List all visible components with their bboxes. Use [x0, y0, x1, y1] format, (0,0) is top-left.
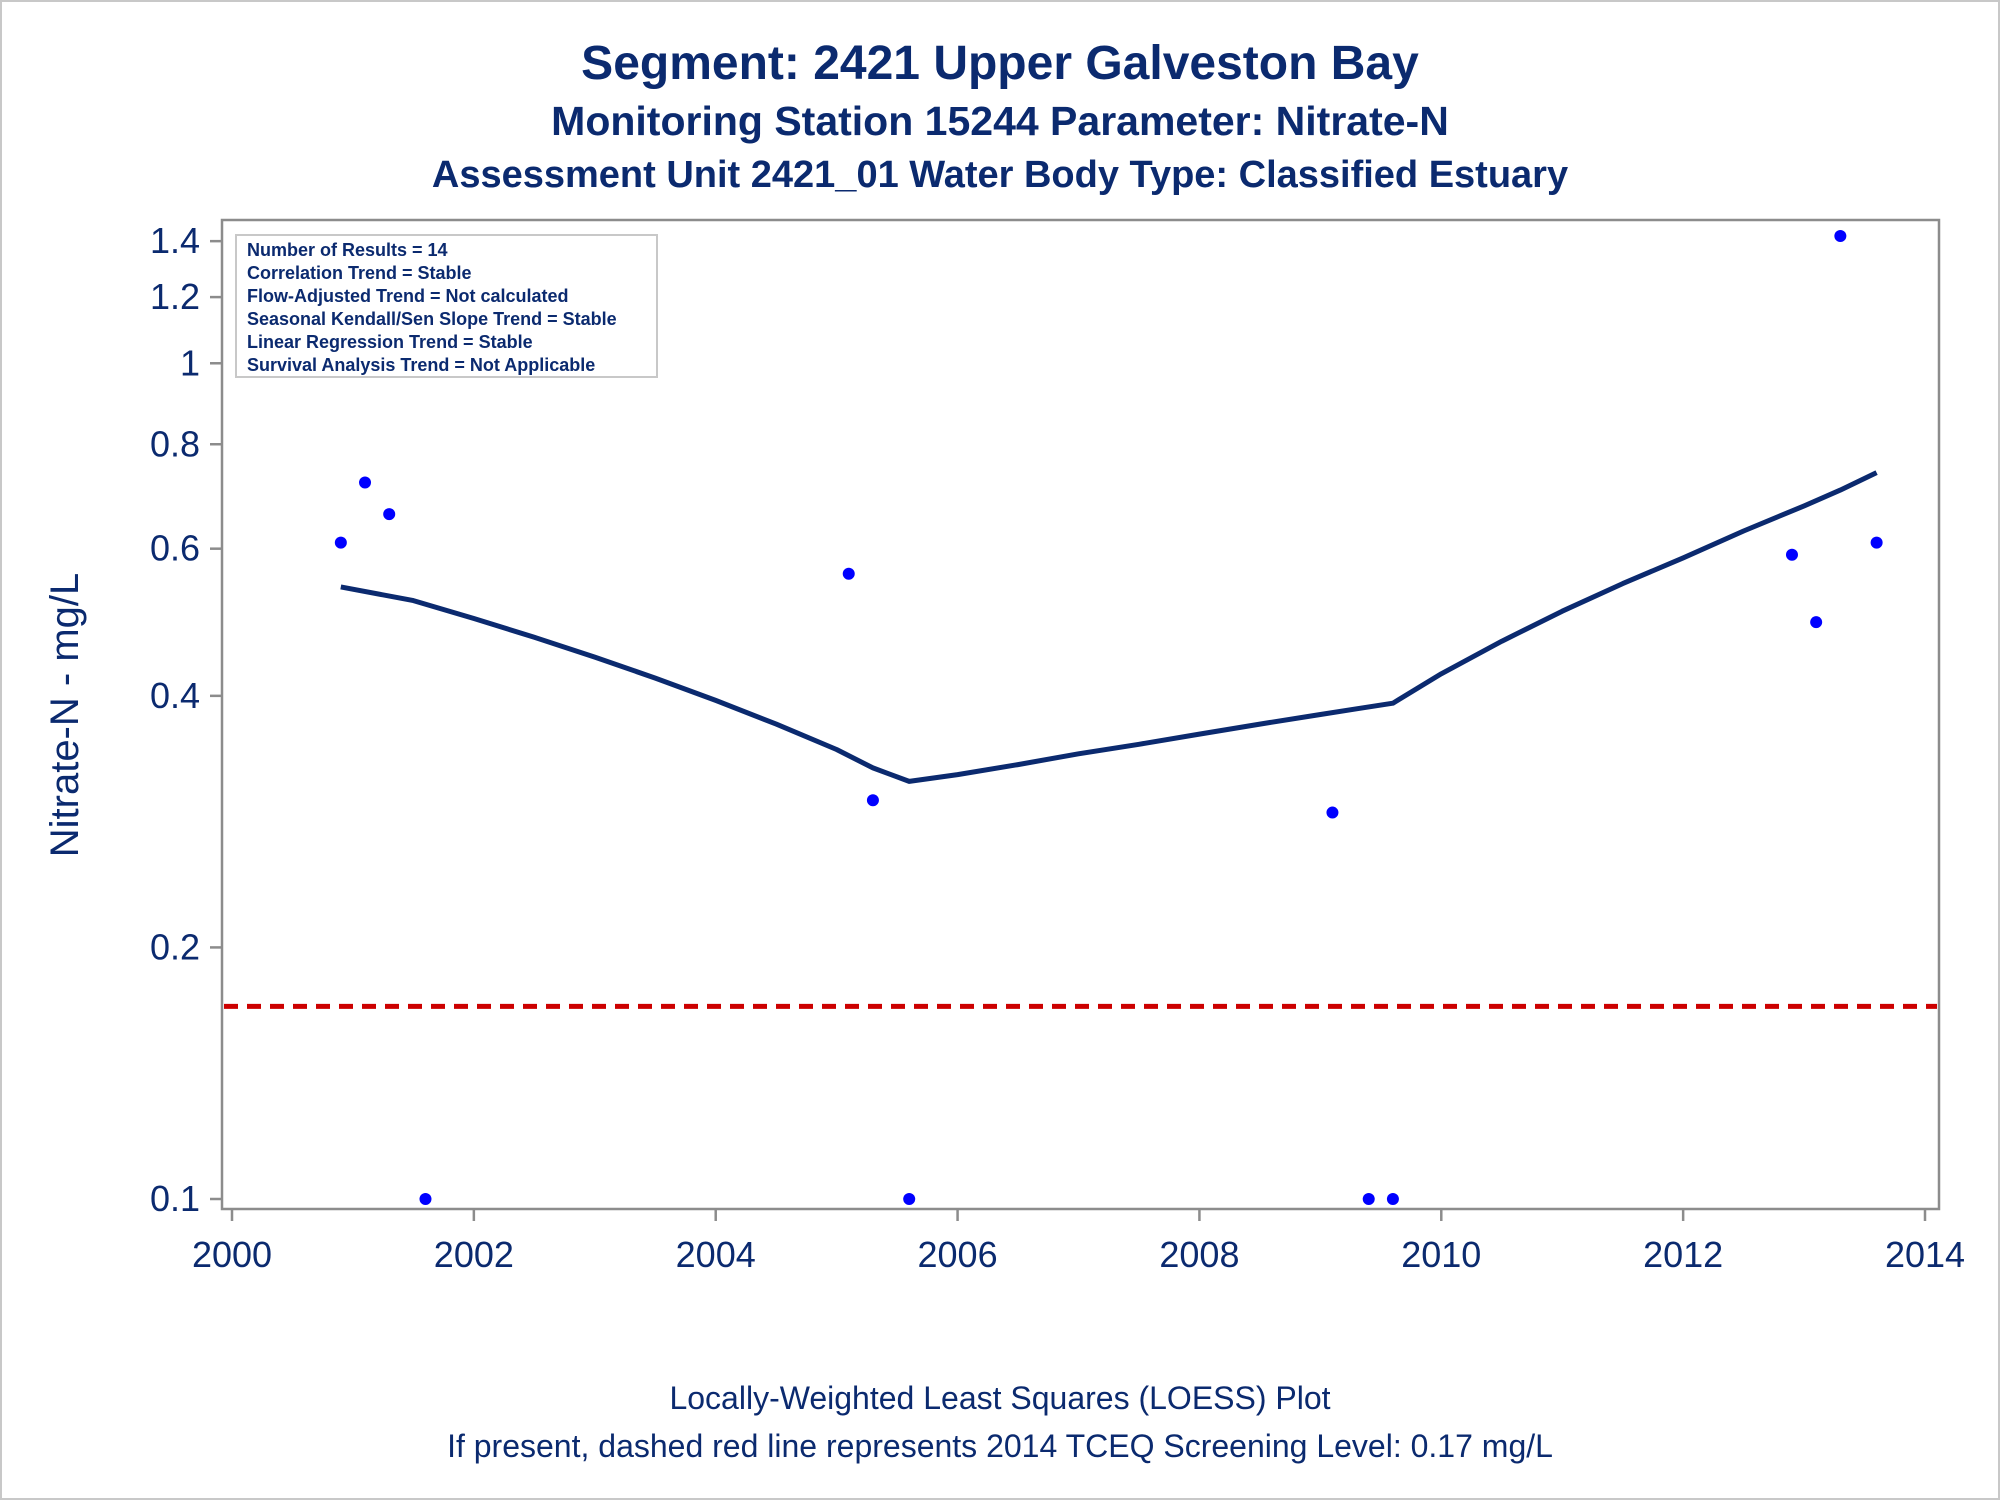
x-tick-label: 2004 — [676, 1234, 756, 1275]
y-tick-label: 1.2 — [150, 276, 200, 317]
y-tick-label: 0.8 — [150, 423, 200, 464]
data-point — [1362, 1193, 1375, 1205]
chart-title: Segment: 2421 Upper Galveston Bay — [581, 37, 1419, 90]
footer-screening-note: If present, dashed red line represents 2… — [447, 1428, 1553, 1464]
data-point — [334, 536, 347, 549]
y-axis: 0.1 0.2 0.4 0.6 0.8 1 1.2 1.4 — [150, 220, 222, 1219]
y-axis-label: Nitrate-N - mg/L — [43, 573, 87, 858]
x-tick-label: 2000 — [192, 1234, 272, 1275]
trend-stat-line: Correlation Trend = Stable — [247, 263, 472, 283]
trend-stats-box-border — [235, 234, 658, 378]
data-point — [1386, 1193, 1399, 1205]
x-tick-label: 2010 — [1401, 1234, 1481, 1275]
trend-stat-line: Flow-Adjusted Trend = Not calculated — [247, 286, 569, 306]
data-point — [1834, 230, 1847, 242]
chart-subtitle-station: Monitoring Station 15244 Parameter: Nitr… — [551, 98, 1449, 144]
data-point — [1870, 536, 1883, 549]
data-point — [1810, 616, 1823, 629]
y-tick-label: 1.4 — [150, 220, 200, 261]
data-points — [334, 230, 1883, 1205]
loess-curve — [340, 470, 1878, 784]
data-point — [419, 1193, 432, 1205]
data-point — [866, 794, 879, 807]
y-tick-label: 1 — [180, 342, 200, 383]
trend-stat-line: Survival Analysis Trend = Not Applicable — [247, 355, 595, 375]
trend-stat-line: Number of Results = 14 — [247, 240, 448, 260]
data-point — [359, 476, 372, 489]
x-tick-label: 2012 — [1643, 1234, 1723, 1275]
data-point — [383, 508, 396, 521]
trend-stats-box: Number of Results = 14 Correlation Trend … — [235, 234, 658, 378]
x-tick-label: 2014 — [1885, 1234, 1965, 1275]
trend-stat-line: Linear Regression Trend = Stable — [247, 332, 533, 352]
x-tick-label: 2008 — [1159, 1234, 1239, 1275]
data-point — [842, 567, 855, 580]
x-axis: 2000 2002 2004 2006 2008 2010 2012 2014 — [192, 1209, 1965, 1275]
data-point — [1326, 806, 1339, 819]
plot-area — [220, 218, 1941, 1211]
chart-subtitle-assessment: Assessment Unit 2421_01 Water Body Type:… — [431, 154, 1569, 196]
y-tick-label: 0.2 — [150, 926, 200, 967]
trend-stat-line: Seasonal Kendall/Sen Slope Trend = Stabl… — [247, 309, 617, 329]
footer-plot-description: Locally-Weighted Least Squares (LOESS) P… — [669, 1380, 1331, 1416]
y-tick-label: 0.1 — [150, 1178, 200, 1219]
x-tick-label: 2006 — [918, 1234, 998, 1275]
data-point — [1785, 548, 1798, 561]
y-tick-label: 0.4 — [150, 675, 200, 716]
y-tick-label: 0.6 — [150, 528, 200, 569]
x-tick-label: 2002 — [434, 1234, 514, 1275]
data-point — [903, 1193, 916, 1205]
